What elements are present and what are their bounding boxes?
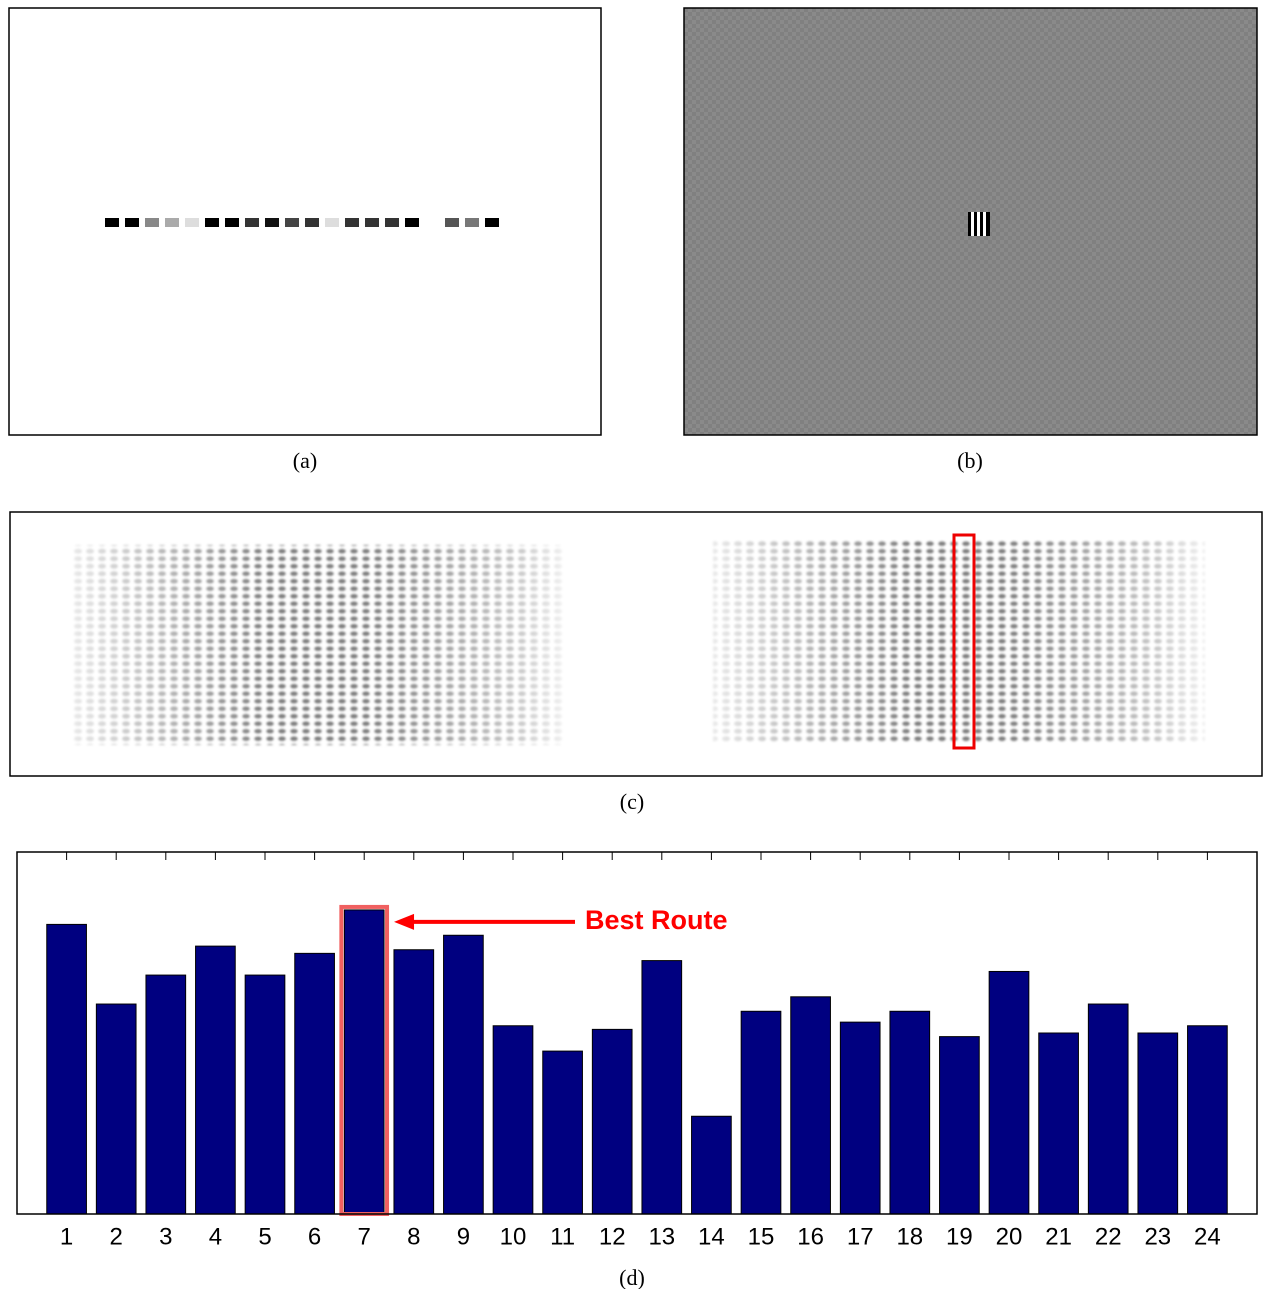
x-tick-label: 20 — [996, 1223, 1023, 1250]
square — [485, 218, 499, 227]
square — [405, 218, 419, 227]
x-tick-label: 19 — [946, 1223, 973, 1250]
arrow-head — [394, 913, 415, 930]
x-tick-label: 18 — [896, 1223, 923, 1250]
x-tick-label: 14 — [698, 1223, 725, 1250]
square — [225, 218, 239, 227]
square — [385, 218, 399, 227]
center-spot — [968, 212, 990, 236]
x-tick-label: 17 — [847, 1223, 874, 1250]
bar — [542, 1050, 583, 1215]
x-tick-label: 22 — [1095, 1223, 1122, 1250]
square — [325, 218, 339, 227]
x-tick-label: 13 — [648, 1223, 675, 1250]
bar — [1137, 1032, 1179, 1215]
bar — [244, 974, 286, 1215]
selection-box — [952, 533, 976, 750]
square — [445, 218, 459, 227]
annotation: Best Route — [585, 905, 728, 935]
square — [285, 218, 299, 227]
bar — [988, 970, 1030, 1215]
signal-squares — [105, 218, 499, 227]
x-tick-label: 3 — [159, 1223, 172, 1250]
square — [165, 218, 179, 227]
bar — [591, 1028, 633, 1215]
bar — [889, 1010, 931, 1215]
x-tick-label: 23 — [1144, 1223, 1171, 1250]
bar — [95, 1003, 137, 1215]
square — [345, 218, 359, 227]
square — [245, 218, 259, 227]
bar — [343, 909, 385, 1215]
bar — [1187, 1025, 1228, 1215]
caption: (c) — [620, 789, 644, 814]
x-tick-label: 10 — [500, 1223, 527, 1250]
bar — [145, 974, 187, 1215]
bar — [294, 952, 335, 1215]
bar — [393, 949, 435, 1215]
square — [305, 218, 319, 227]
x-tick-label: 7 — [358, 1223, 371, 1250]
square — [365, 218, 379, 227]
x-tick-label: 2 — [110, 1223, 123, 1250]
x-tick-label: 24 — [1194, 1223, 1221, 1250]
bar — [939, 1036, 980, 1215]
x-tick-label: 9 — [457, 1223, 470, 1250]
x-tick-label: 21 — [1045, 1223, 1072, 1250]
caption: (a) — [293, 448, 317, 473]
square — [185, 218, 199, 227]
axes-frame — [16, 851, 1258, 1215]
bar — [1087, 1003, 1129, 1215]
bar — [1038, 1032, 1079, 1215]
bar — [492, 1025, 534, 1215]
x-tick-label: 8 — [407, 1223, 420, 1250]
bar — [790, 996, 831, 1215]
bar — [641, 960, 683, 1215]
square — [145, 218, 159, 227]
x-tick-label: 15 — [748, 1223, 775, 1250]
bar — [46, 923, 87, 1215]
square — [125, 218, 139, 227]
bar-chart: 1 2 3 4 5 6 7 8 9 10 11 12 13 14 15 16 17 18 19 20 21 22 23 24B… — [46, 852, 1228, 1250]
bar — [691, 1115, 732, 1215]
x-tick-label: 6 — [308, 1223, 321, 1250]
bar — [839, 1021, 881, 1215]
x-tick-label: 1 — [60, 1223, 73, 1250]
x-tick-label: 11 — [550, 1223, 575, 1250]
caption: (b) — [957, 448, 983, 473]
bar — [195, 945, 236, 1215]
x-tick-label: 4 — [209, 1223, 222, 1250]
square — [105, 218, 119, 227]
bar — [443, 934, 484, 1215]
square — [265, 218, 279, 227]
x-tick-label: 5 — [258, 1223, 271, 1250]
bar — [740, 1010, 782, 1215]
x-tick-label: 16 — [797, 1223, 824, 1250]
x-tick-label: 12 — [599, 1223, 626, 1250]
caption: (d) — [619, 1265, 645, 1289]
square — [205, 218, 219, 227]
square — [465, 218, 479, 227]
spectrogram — [70, 540, 1205, 745]
